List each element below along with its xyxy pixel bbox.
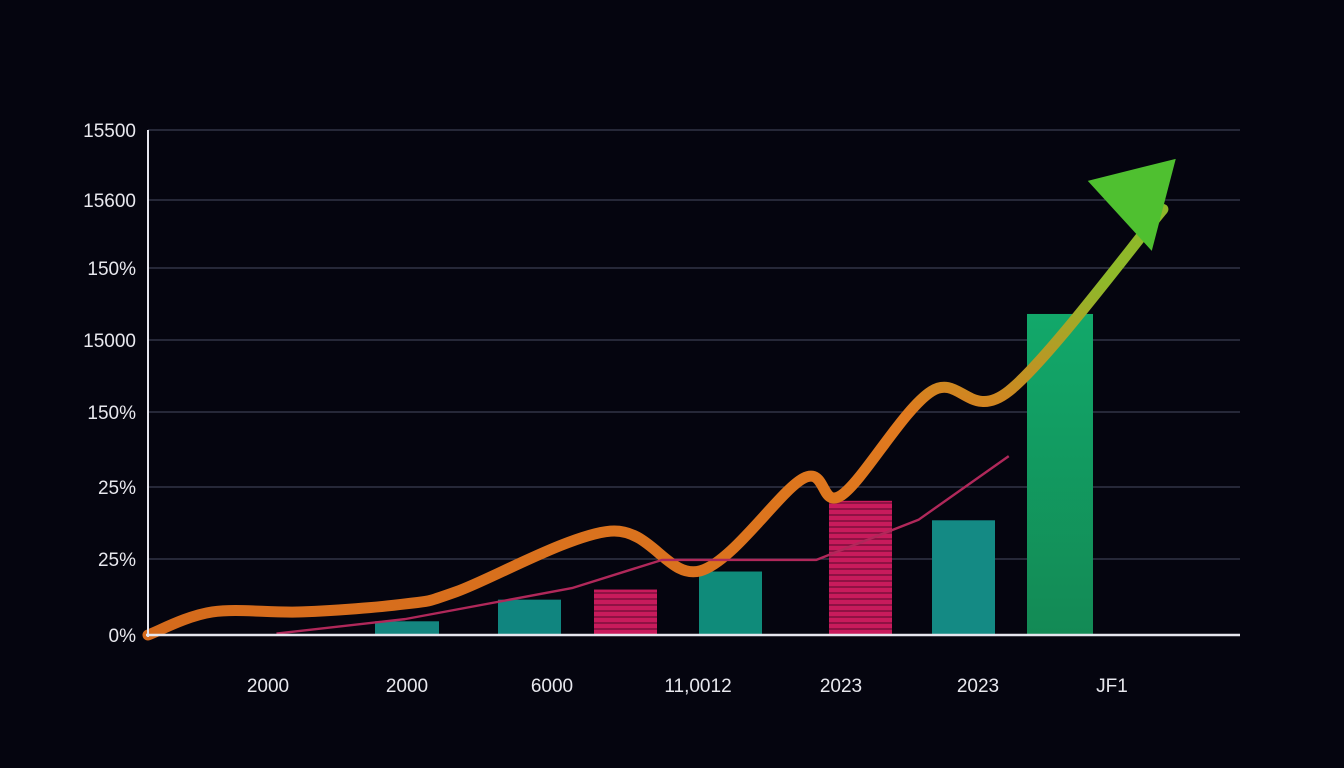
axes	[146, 130, 1240, 637]
arrow-head	[1087, 158, 1176, 251]
x-tick-label: JF1	[1096, 676, 1128, 697]
bar	[829, 500, 892, 635]
x-tick-label: 2023	[820, 676, 862, 697]
x-tick-label: 11,0012	[664, 676, 731, 697]
y-tick-label: 150%	[87, 259, 136, 280]
gridlines	[148, 129, 1240, 560]
y-tick-label: 15000	[83, 331, 136, 352]
x-tick-label: 6000	[531, 676, 573, 697]
thin-trend-line	[276, 455, 1010, 635]
thick-growth-curve	[142, 203, 1169, 641]
x-tick-label: 2023	[957, 676, 999, 697]
y-tick-label: 0%	[109, 626, 137, 647]
x-axis-ticks: 2000 2000 6000 11,0012 2023 2023 JF1	[247, 676, 1128, 697]
y-axis-ticks: 0% 25% 25% 150% 15000 150% 15600 15500	[83, 121, 136, 647]
y-tick-label: 15600	[83, 191, 136, 212]
y-tick-label: 150%	[87, 403, 136, 424]
y-tick-label: 25%	[98, 550, 136, 571]
bar	[375, 621, 439, 635]
bar	[498, 599, 561, 635]
y-tick-label: 25%	[98, 478, 136, 499]
y-tick-label: 15500	[83, 121, 136, 142]
x-tick-label: 2000	[247, 676, 289, 697]
bar	[932, 520, 995, 635]
bars	[375, 313, 1093, 635]
series-lines	[142, 158, 1176, 641]
bar	[699, 571, 762, 635]
x-tick-label: 2000	[386, 676, 428, 697]
bar	[594, 589, 657, 635]
